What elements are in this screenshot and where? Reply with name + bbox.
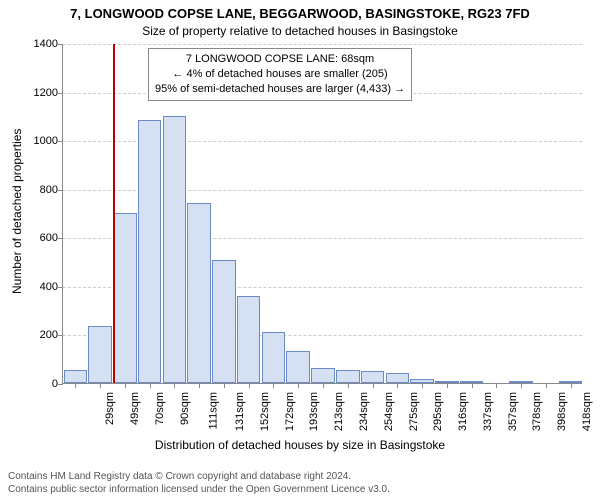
footer-attribution: Contains HM Land Registry data © Crown c… [8, 470, 390, 496]
xtick-label: 172sqm [284, 392, 296, 431]
histogram-bar [361, 371, 385, 383]
xtick-mark [422, 383, 423, 388]
ytick-label: 400 [22, 281, 58, 293]
xtick-label: 193sqm [309, 392, 321, 431]
histogram-bar [286, 351, 310, 383]
histogram-bar [113, 213, 137, 383]
xtick-label: 337sqm [482, 392, 494, 431]
xtick-label: 378sqm [531, 392, 543, 431]
xtick-label: 418sqm [581, 392, 593, 431]
xtick-mark [199, 383, 200, 388]
xtick-mark [75, 383, 76, 388]
ytick-mark [58, 93, 63, 94]
footer-line1: Contains HM Land Registry data © Crown c… [8, 470, 390, 483]
xtick-label: 275sqm [408, 392, 420, 431]
ytick-label: 1200 [22, 87, 58, 99]
xtick-mark [447, 383, 448, 388]
chart-title-address: 7, LONGWOOD COPSE LANE, BEGGARWOOD, BASI… [0, 6, 600, 21]
xtick-mark [298, 383, 299, 388]
histogram-bar [237, 296, 261, 383]
xtick-mark [472, 383, 473, 388]
xtick-mark [496, 383, 497, 388]
histogram-bar [187, 203, 211, 383]
annotation-line2: ← 4% of detached houses are smaller (205… [155, 67, 405, 82]
xtick-label: 295sqm [432, 392, 444, 431]
xtick-mark [150, 383, 151, 388]
histogram-bar [262, 332, 286, 383]
ytick-label: 0 [22, 378, 58, 390]
histogram-bar [212, 260, 236, 383]
histogram-bar [88, 326, 112, 383]
xtick-label: 131sqm [234, 392, 246, 431]
xtick-label: 29sqm [104, 392, 116, 425]
ytick-mark [58, 335, 63, 336]
xtick-mark [323, 383, 324, 388]
xtick-label: 254sqm [383, 392, 395, 431]
xtick-label: 234sqm [358, 392, 370, 431]
xtick-label: 213sqm [333, 392, 345, 431]
histogram-bar [386, 373, 410, 383]
ytick-mark [58, 190, 63, 191]
xtick-label: 316sqm [457, 392, 469, 431]
xtick-label: 398sqm [556, 392, 568, 431]
ytick-label: 200 [22, 329, 58, 341]
histogram-bar [336, 370, 360, 383]
ytick-label: 800 [22, 184, 58, 196]
xtick-mark [125, 383, 126, 388]
chart-subtitle: Size of property relative to detached ho… [0, 24, 600, 38]
xtick-mark [273, 383, 274, 388]
xtick-label: 152sqm [259, 392, 271, 431]
xtick-label: 70sqm [154, 392, 166, 425]
ytick-label: 1000 [22, 135, 58, 147]
ytick-mark [58, 384, 63, 385]
ytick-mark [58, 238, 63, 239]
footer-line2: Contains public sector information licen… [8, 483, 390, 496]
gridline [63, 44, 582, 45]
annotation-box: 7 LONGWOOD COPSE LANE: 68sqm← 4% of deta… [148, 48, 412, 101]
histogram-bar [311, 368, 335, 383]
histogram-bar [64, 370, 88, 383]
xtick-label: 357sqm [507, 392, 519, 431]
xtick-mark [397, 383, 398, 388]
annotation-line1: 7 LONGWOOD COPSE LANE: 68sqm [155, 52, 405, 67]
annotation-line3: 95% of semi-detached houses are larger (… [155, 82, 405, 97]
xtick-mark [546, 383, 547, 388]
plot-area: 7 LONGWOOD COPSE LANE: 68sqm← 4% of deta… [62, 44, 582, 384]
xtick-label: 90sqm [179, 392, 191, 425]
xtick-mark [249, 383, 250, 388]
xtick-mark [100, 383, 101, 388]
reference-vline [113, 44, 115, 383]
xtick-mark [571, 383, 572, 388]
ytick-mark [58, 44, 63, 45]
xtick-label: 111sqm [208, 392, 220, 430]
xtick-mark [174, 383, 175, 388]
histogram-bar [163, 116, 187, 383]
xtick-mark [348, 383, 349, 388]
ytick-label: 600 [22, 232, 58, 244]
ytick-mark [58, 141, 63, 142]
xtick-mark [521, 383, 522, 388]
ytick-mark [58, 287, 63, 288]
xtick-mark [224, 383, 225, 388]
x-axis-label: Distribution of detached houses by size … [0, 438, 600, 452]
histogram-bar [138, 120, 162, 384]
xtick-mark [373, 383, 374, 388]
ytick-label: 1400 [22, 38, 58, 50]
xtick-label: 49sqm [129, 392, 141, 425]
